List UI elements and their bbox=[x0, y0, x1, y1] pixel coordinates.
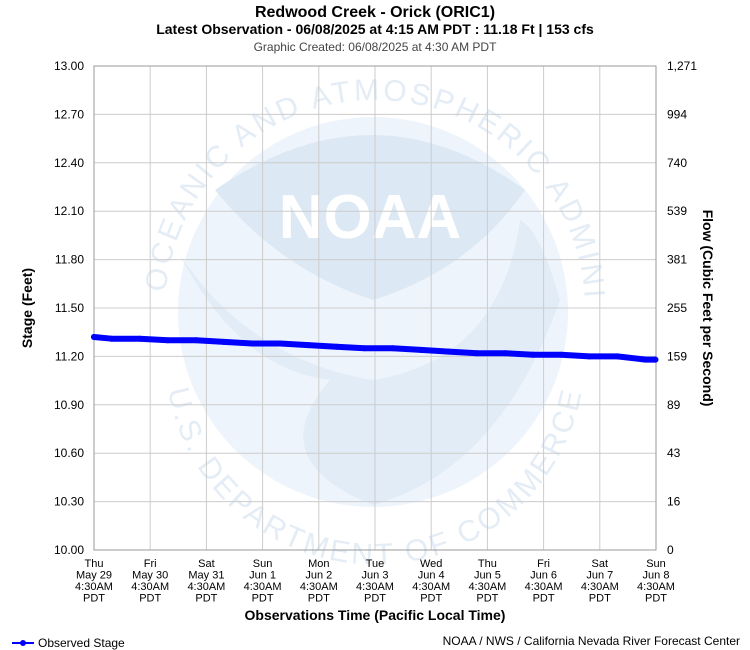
y2-tick-label: 381 bbox=[667, 253, 687, 267]
y2-tick-label: 0 bbox=[667, 543, 674, 557]
legend-swatch-marker bbox=[20, 640, 26, 646]
y-tick-label: 12.10 bbox=[54, 204, 84, 218]
series-observed-stage bbox=[91, 334, 659, 363]
y-tick-label: 10.00 bbox=[54, 543, 84, 557]
y2-tick-label: 740 bbox=[667, 156, 687, 170]
plot-border bbox=[93, 65, 657, 551]
x-tick-label: Fri Jun 6 4:30AM PDT bbox=[525, 558, 563, 605]
y-tick-label: 10.90 bbox=[54, 398, 84, 412]
legend: Observed Stage bbox=[12, 636, 125, 650]
grid bbox=[93, 65, 657, 551]
y-tick-label: 11.50 bbox=[55, 301, 84, 315]
data-point bbox=[445, 348, 452, 355]
y2-tick-label: 89 bbox=[667, 398, 681, 412]
y-axis-ticks: 13.00 12.70 12.40 12.10 11.80 11.50 11.20 10.90… bbox=[54, 59, 84, 557]
x-tick-label: Sat Jun 7 4:30AM PDT bbox=[581, 558, 619, 605]
data-point bbox=[221, 338, 227, 345]
x-tick-label: Sun Jun 8 4:30AM PDT bbox=[637, 558, 675, 605]
data-point bbox=[558, 351, 565, 358]
x-axis-ticks: Thu May 29 4:30AM PDT Fri May 30 4:30AM PDT Sat M… bbox=[75, 558, 675, 605]
x-tick-label: Fri May 30 4:30AM PDT bbox=[131, 558, 169, 605]
data-point bbox=[277, 340, 284, 347]
x-tick-label: Thu Jun 5 4:30AM PDT bbox=[468, 558, 506, 605]
credit-text: NOAA / NWS / California Nevada River For… bbox=[443, 634, 740, 648]
x-axis-label: Observations Time (Pacific Local Time) bbox=[245, 607, 506, 623]
data-point bbox=[502, 350, 508, 357]
data-point bbox=[417, 346, 424, 353]
y-axis-label: Stage (Feet) bbox=[19, 268, 35, 348]
y-tick-label: 10.60 bbox=[54, 446, 84, 460]
x-tick-label: Sat May 31 4:30AM PDT bbox=[187, 558, 225, 605]
x-tick-label: Thu May 29 4:30AM PDT bbox=[75, 558, 113, 605]
legend-label: Observed Stage bbox=[38, 636, 125, 650]
y-tick-label: 11.80 bbox=[55, 253, 84, 267]
y-tick-label: 12.40 bbox=[54, 156, 84, 170]
latest-observation: Latest Observation - 06/08/2025 at 4:15 … bbox=[156, 21, 594, 37]
data-point bbox=[361, 345, 368, 352]
y2-tick-label: 994 bbox=[667, 107, 687, 121]
data-point bbox=[249, 340, 256, 347]
data-point bbox=[108, 335, 115, 342]
data-point bbox=[333, 343, 340, 350]
x-tick-label: Sun Jun 1 4:30AM PDT bbox=[244, 558, 282, 605]
data-point bbox=[136, 335, 143, 342]
data-point bbox=[305, 342, 312, 349]
series-line bbox=[91, 334, 659, 363]
x-tick-label: Tue Jun 3 4:30AM PDT bbox=[356, 558, 394, 605]
graphic-created: Graphic Created: 06/08/2025 at 4:30 AM P… bbox=[254, 40, 497, 54]
x-tick-label: Mon Jun 2 4:30AM PDT bbox=[300, 558, 338, 605]
chart-title: Redwood Creek - Orick (ORIC1) bbox=[255, 4, 495, 21]
y2-tick-label: 255 bbox=[667, 301, 687, 315]
y2-axis-ticks: 1,271 994 740 539 381 255 159 89 43 16 0 bbox=[667, 59, 697, 557]
data-point bbox=[642, 356, 649, 363]
y2-tick-label: 159 bbox=[667, 349, 687, 363]
data-point bbox=[530, 351, 537, 358]
x-tick-label: Wed Jun 4 4:30AM PDT bbox=[412, 558, 450, 605]
data-point bbox=[473, 350, 480, 357]
data-point bbox=[91, 334, 97, 340]
y-tick-label: 10.30 bbox=[54, 495, 84, 509]
y2-tick-label: 16 bbox=[667, 495, 681, 509]
data-point bbox=[586, 353, 593, 360]
data-point bbox=[389, 345, 396, 352]
y2-tick-label: 43 bbox=[667, 446, 681, 460]
watermark-logo-text: NOAA bbox=[279, 183, 462, 252]
data-point bbox=[652, 356, 659, 363]
y-tick-label: 11.20 bbox=[55, 349, 84, 363]
y-tick-label: 13.00 bbox=[54, 59, 84, 73]
data-point bbox=[192, 337, 199, 344]
y2-axis-label: Flow (Cubic Feet per Second) bbox=[700, 210, 716, 407]
y2-tick-label: 1,271 bbox=[667, 59, 697, 73]
data-point bbox=[614, 353, 621, 360]
y-tick-label: 12.70 bbox=[54, 107, 84, 121]
data-point bbox=[164, 337, 171, 344]
y2-tick-label: 539 bbox=[667, 204, 687, 218]
